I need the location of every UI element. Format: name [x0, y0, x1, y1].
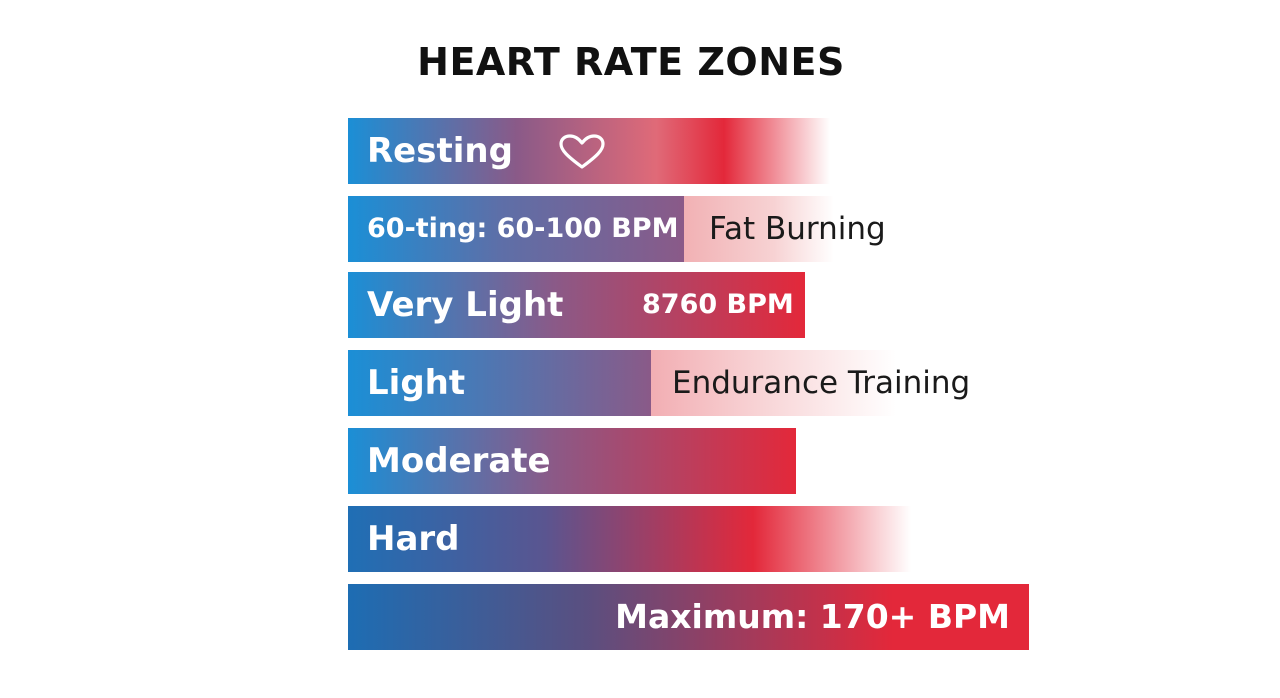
bar-label: Very Light: [367, 285, 564, 325]
bar-label: 60-ting: 60-100 BPM: [367, 213, 679, 244]
bar-row-1: Resting: [348, 118, 1029, 184]
bar-row-2: 60-ting: 60-100 BPM Fat Burning: [348, 196, 1029, 262]
bar-row-5: Moderate: [348, 428, 1029, 494]
bar-row-4: Light Endurance Training: [348, 350, 1029, 416]
bar-label: Maximum: 170+ BPM: [615, 597, 1010, 636]
bar-tail: [651, 350, 896, 416]
bar: [348, 196, 684, 262]
bar: [348, 584, 1029, 650]
bar: [348, 506, 911, 572]
heart-outline-icon: [559, 134, 605, 169]
bar-annotation: 8760 BPM: [642, 289, 794, 320]
bar-label: Hard: [367, 519, 460, 559]
bar-label: Light: [367, 363, 466, 403]
bar-label: Resting: [367, 131, 513, 171]
chart-title: HEART RATE ZONES: [417, 40, 845, 84]
bar-row-7: Maximum: 170+ BPM: [348, 584, 1029, 650]
bar-annotation: Endurance Training: [672, 365, 971, 401]
bar-annotation: Fat Burning: [709, 211, 886, 247]
bar-tail: [684, 196, 834, 262]
bar: [348, 272, 805, 338]
bar-label: Moderate: [367, 441, 551, 481]
bar-row-6: Hard: [348, 506, 1029, 572]
bar-row-3: Very Light 8760 BPM: [348, 272, 1029, 338]
bar: [348, 118, 830, 184]
bar: [348, 350, 651, 416]
bar: [348, 428, 796, 494]
